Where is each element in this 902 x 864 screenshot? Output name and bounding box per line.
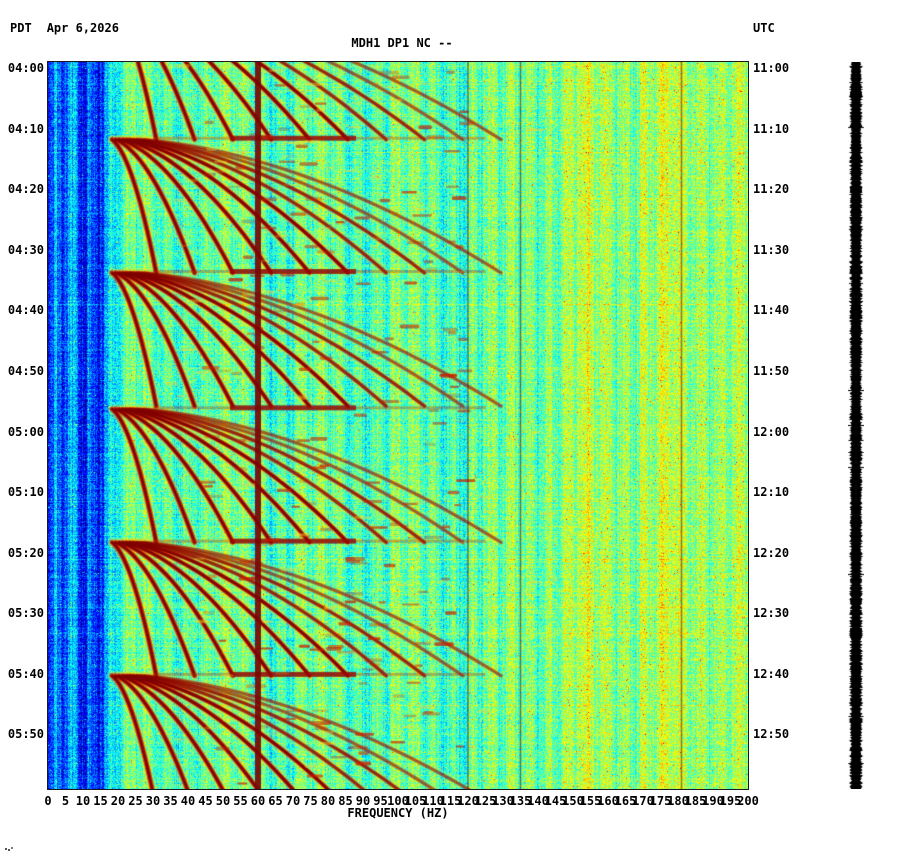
- timezone-left-label: PDT: [10, 21, 32, 35]
- right-time-tick-label: 12:40: [753, 666, 790, 681]
- frequency-tick-label: 130: [492, 794, 514, 808]
- frequency-tick-label: 110: [422, 794, 444, 808]
- frequency-tick-label: 5: [61, 794, 70, 808]
- timezone-right-label: UTC: [753, 21, 775, 35]
- left-time-tick-label: 05:20: [7, 545, 44, 560]
- frequency-tick-label: 105: [404, 794, 427, 808]
- date-label: Apr 6,2026: [46, 21, 119, 35]
- frequency-tick-label: 200: [737, 794, 759, 808]
- station-title: MDH1 DP1 NC --: [351, 36, 453, 50]
- frequency-tick-label: 70: [285, 794, 301, 808]
- frequency-tick-label: 170: [632, 794, 654, 808]
- frequency-tick-label: 90: [355, 794, 371, 808]
- frequency-tick-label: 145: [544, 794, 567, 808]
- left-time-tick-label: 04:10: [7, 121, 44, 136]
- right-time-tick-label: 11:50: [753, 363, 790, 378]
- corner-artifact: [5, 848, 7, 850]
- frequency-tick-label: 40: [180, 794, 196, 808]
- left-time-tick-label: 05:40: [7, 666, 44, 681]
- frequency-tick-label: 175: [649, 794, 672, 808]
- right-time-tick-label: 12:10: [753, 485, 790, 500]
- frequency-tick-label: 125: [474, 794, 497, 808]
- frequency-tick-label: 75: [303, 794, 318, 808]
- frequency-tick-label: 190: [702, 794, 724, 808]
- frequency-tick-label: 135: [509, 794, 532, 808]
- frequency-tick-label: 35: [163, 794, 178, 808]
- left-time-tick-label: 05:30: [7, 606, 44, 621]
- left-time-tick-label: 04:40: [7, 303, 44, 318]
- right-time-tick-label: 11:10: [753, 121, 790, 136]
- frequency-tick-label: 20: [110, 794, 126, 808]
- frequency-tick-label: 100: [387, 794, 409, 808]
- right-time-tick-label: 12:50: [753, 727, 790, 742]
- frequency-tick-label: 60: [250, 794, 266, 808]
- left-time-tick-label: 04:00: [7, 61, 44, 75]
- frequency-tick-label: 25: [128, 794, 143, 808]
- amplitude-bar: [848, 62, 864, 789]
- frequency-tick-label: 155: [579, 794, 602, 808]
- frequency-tick-label: 80: [320, 794, 336, 808]
- right-time-tick-label: 11:20: [753, 182, 790, 197]
- frequency-tick-label: 45: [198, 794, 213, 808]
- left-time-tick-label: 04:20: [7, 182, 44, 197]
- frequency-tick-label: 95: [373, 794, 388, 808]
- right-time-tick-label: 11:30: [753, 242, 790, 257]
- frequency-tick-label: 10: [75, 794, 91, 808]
- frequency-tick-label: 160: [597, 794, 619, 808]
- left-time-tick-label: 05:00: [7, 424, 44, 439]
- frequency-tick-label: 140: [527, 794, 549, 808]
- left-time-tick-label: 04:30: [7, 242, 44, 257]
- right-time-tick-label: 12:30: [753, 606, 790, 621]
- right-time-tick-label: 12:20: [753, 545, 790, 560]
- spectrogram-canvas: [47, 61, 749, 790]
- left-time-tick-label: 05:10: [7, 485, 44, 500]
- frequency-tick-label: 85: [338, 794, 353, 808]
- frequency-tick-label: 195: [719, 794, 742, 808]
- frequency-tick-label: 30: [145, 794, 161, 808]
- frequency-tick-label: 185: [684, 794, 707, 808]
- frequency-tick-label: 15: [93, 794, 108, 808]
- frequency-tick-label: 0: [44, 794, 52, 808]
- right-time-tick-label: 12:00: [753, 424, 790, 439]
- frequency-tick-label: 150: [562, 794, 584, 808]
- frequency-tick-label: 115: [439, 794, 462, 808]
- frequency-tick-label: 55: [233, 794, 248, 808]
- left-time-tick-label: 05:50: [7, 727, 44, 742]
- frequency-tick-label: 165: [614, 794, 637, 808]
- right-time-tick-label: 11:40: [753, 303, 790, 318]
- header-left: PDT Apr 6,2026: [10, 21, 119, 35]
- frequency-tick-label: 180: [667, 794, 689, 808]
- right-time-tick-label: 11:00: [753, 61, 790, 75]
- frequency-tick-label: 120: [457, 794, 479, 808]
- x-axis-title: FREQUENCY (HZ): [347, 806, 449, 820]
- left-time-tick-label: 04:50: [7, 363, 44, 378]
- frequency-tick-label: 65: [268, 794, 283, 808]
- frequency-tick-label: 50: [215, 794, 231, 808]
